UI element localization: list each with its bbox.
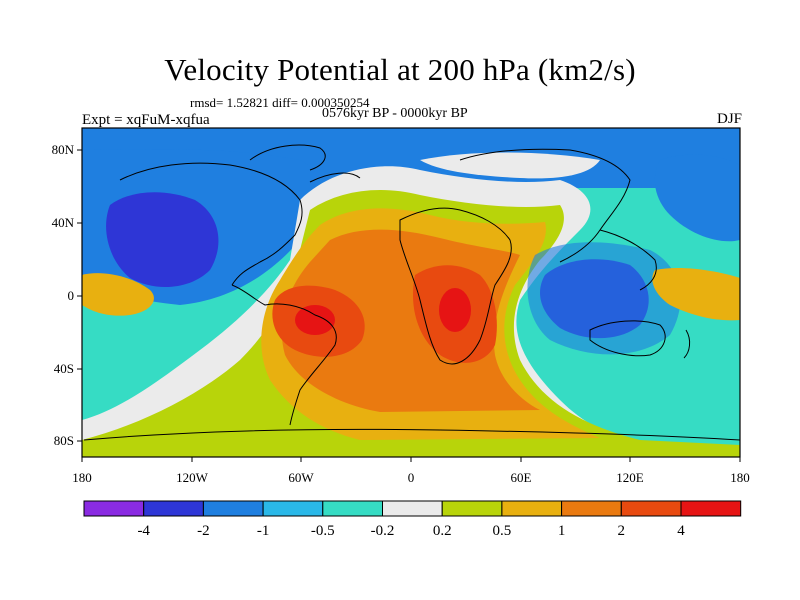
colorbar-box-1 — [143, 500, 204, 517]
colorbar-label: -2 — [197, 523, 210, 539]
contour-field — [82, 128, 740, 457]
colorbar-box-3 — [262, 500, 324, 517]
colorbar — [83, 500, 742, 517]
y-tick-label: 0 — [67, 288, 75, 303]
colorbar-label: 4 — [677, 523, 685, 539]
colorbar-label: 0.5 — [492, 523, 512, 539]
colorbar-box-4 — [322, 500, 383, 517]
x-tick-label: 0 — [407, 470, 415, 485]
x-tick-label: 180 — [72, 470, 92, 485]
season-label: DJF — [716, 111, 742, 127]
y-tick-label: 40N — [51, 215, 74, 230]
colorbar-label: -1 — [256, 523, 270, 539]
x-tick-label: 60W — [288, 470, 314, 485]
colorbar-box-5 — [382, 500, 443, 517]
experiment-label: Expt = xqFuM-xqfua — [82, 112, 210, 128]
colorbar-box-9 — [620, 500, 682, 517]
coastlines — [83, 144, 740, 441]
x-tick-label: 120E — [616, 470, 644, 485]
colorbar-label: 2 — [617, 523, 626, 539]
y-tick-label: 40S — [53, 361, 74, 376]
colorbar-box-8 — [561, 500, 622, 517]
colorbar-label: -4 — [137, 523, 150, 539]
x-tick-label: 120W — [176, 470, 208, 485]
colorbar-box-2 — [202, 500, 264, 517]
tick-marks — [77, 149, 741, 462]
colorbar-box-6 — [441, 500, 503, 517]
colorbar-label: 0.2 — [432, 523, 452, 539]
colorbar-label: -0.2 — [370, 523, 395, 539]
colorbar-box-7 — [501, 500, 563, 517]
period-text: 0576kyr BP - 0000kyr BP — [322, 106, 468, 121]
colorbar-box-10 — [680, 500, 742, 517]
colorbar-label: -0.5 — [310, 523, 335, 539]
colorbar-label: 1 — [557, 523, 566, 539]
stats-text: rmsd= 1.52821 diff= 0.000350254 — [190, 95, 370, 110]
colorbar-box-0 — [83, 500, 145, 517]
x-tick-label: 180 — [730, 470, 750, 485]
y-tick-label: 80S — [53, 433, 74, 448]
title: Velocity Potential at 200 hPa (km2/s) — [164, 52, 636, 87]
y-tick-label: 80N — [51, 142, 74, 157]
x-tick-label: 60E — [510, 470, 532, 485]
